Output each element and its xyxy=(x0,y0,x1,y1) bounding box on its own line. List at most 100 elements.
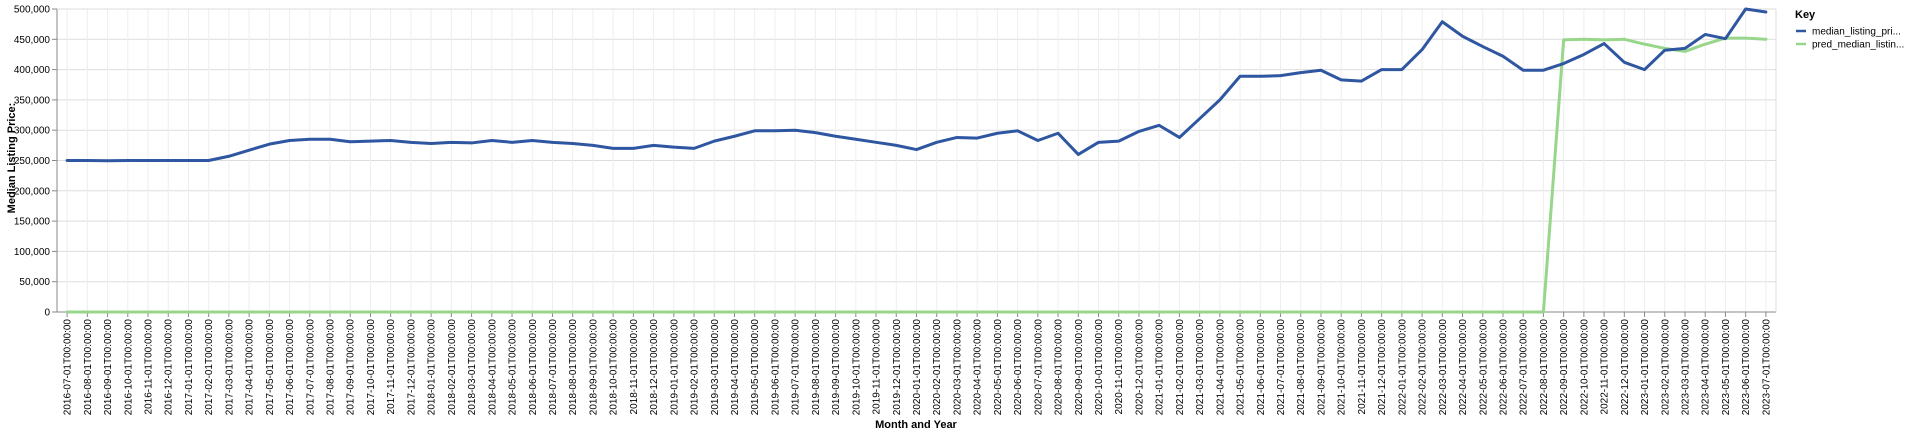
x-tick-label: 2022-07-01T00:00:00 xyxy=(1519,319,1530,416)
series-line-1 xyxy=(65,7,1768,163)
x-tick-label: 2017-02-01T00:00:00 xyxy=(204,319,215,416)
y-tick-label: 50,000 xyxy=(19,277,50,288)
x-tick-label: 2020-07-01T00:00:00 xyxy=(1033,319,1044,416)
x-tick-label: 2016-12-01T00:00:00 xyxy=(164,319,175,416)
x-tick-label: 2018-12-01T00:00:00 xyxy=(649,319,660,416)
x-tick-label: 2020-05-01T00:00:00 xyxy=(993,319,1004,416)
x-tick-label: 2019-10-01T00:00:00 xyxy=(851,319,862,416)
x-tick-label: 2019-01-01T00:00:00 xyxy=(669,319,680,416)
x-tick-label: 2020-10-01T00:00:00 xyxy=(1094,319,1105,416)
x-tick-label: 2017-08-01T00:00:00 xyxy=(326,319,337,416)
x-tick-label: 2016-10-01T00:00:00 xyxy=(123,319,134,416)
y-tick-label: 200,000 xyxy=(14,186,51,197)
x-tick-label: 2019-09-01T00:00:00 xyxy=(831,319,842,416)
x-tick-label: 2021-04-01T00:00:00 xyxy=(1215,319,1226,416)
x-tick-label: 2017-03-01T00:00:00 xyxy=(224,319,235,416)
series-line-2 xyxy=(65,36,1768,314)
x-tick-label: 2020-12-01T00:00:00 xyxy=(1134,319,1145,416)
x-tick-label: 2016-11-01T00:00:00 xyxy=(144,319,155,415)
x-tick-label: 2021-07-01T00:00:00 xyxy=(1276,319,1287,416)
x-tick-label: 2021-10-01T00:00:00 xyxy=(1337,319,1348,416)
x-tick-label: 2022-06-01T00:00:00 xyxy=(1498,319,1509,416)
x-tick-label: 2018-07-01T00:00:00 xyxy=(548,319,559,416)
x-tick-label: 2019-05-01T00:00:00 xyxy=(750,319,761,416)
y-tick-label: 250,000 xyxy=(14,156,51,167)
x-tick-label: 2018-02-01T00:00:00 xyxy=(447,319,458,416)
x-tick-label: 2020-08-01T00:00:00 xyxy=(1054,319,1065,416)
x-tick-label: 2021-02-01T00:00:00 xyxy=(1175,319,1186,416)
x-tick-label: 2017-05-01T00:00:00 xyxy=(265,319,276,416)
x-tick-label: 2021-08-01T00:00:00 xyxy=(1296,319,1307,416)
x-tick-label: 2022-03-01T00:00:00 xyxy=(1438,319,1449,416)
x-axis: 2016-07-01T00:00:00 2016-08-01T00:00:00 20… xyxy=(63,312,1772,416)
x-tick-label: 2017-12-01T00:00:00 xyxy=(406,319,417,416)
x-tick-label: 2021-05-01T00:00:00 xyxy=(1236,319,1247,416)
x-tick-label: 2017-06-01T00:00:00 xyxy=(285,319,296,416)
x-tick-label: 2018-05-01T00:00:00 xyxy=(508,319,519,416)
x-tick-label: 2017-07-01T00:00:00 xyxy=(305,319,316,416)
y-tick-label: 450,000 xyxy=(14,35,51,46)
x-tick-label: 2020-04-01T00:00:00 xyxy=(973,319,984,416)
x-tick-label: 2020-01-01T00:00:00 xyxy=(912,319,923,416)
y-tick-label: 500,000 xyxy=(14,5,51,16)
x-tick-label: 2023-03-01T00:00:00 xyxy=(1680,319,1691,416)
x-tick-label: 2020-02-01T00:00:00 xyxy=(932,319,943,416)
x-tick-label: 2018-06-01T00:00:00 xyxy=(528,319,539,416)
x-tick-label: 2022-10-01T00:00:00 xyxy=(1579,319,1590,416)
x-tick-label: 2017-09-01T00:00:00 xyxy=(346,319,357,416)
x-tick-label: 2023-06-01T00:00:00 xyxy=(1741,319,1752,416)
y-tick-label: 150,000 xyxy=(14,217,51,228)
x-tick-label: 2018-03-01T00:00:00 xyxy=(467,319,478,416)
y-tick-label: 350,000 xyxy=(14,95,51,106)
x-tick-label: 2020-03-01T00:00:00 xyxy=(952,319,963,416)
legend-label: pred_median_listin... xyxy=(1812,40,1904,51)
x-tick-label: 2018-01-01T00:00:00 xyxy=(427,319,438,416)
x-tick-label: 2018-09-01T00:00:00 xyxy=(588,319,599,416)
x-tick-label: 2019-02-01T00:00:00 xyxy=(690,319,701,416)
x-tick-label: 2020-06-01T00:00:00 xyxy=(1013,319,1024,416)
y-tick-label: 100,000 xyxy=(14,247,51,258)
x-tick-label: 2019-06-01T00:00:00 xyxy=(770,319,781,416)
x-tick-label: 2022-01-01T00:00:00 xyxy=(1397,319,1408,416)
x-tick-label: 2016-07-01T00:00:00 xyxy=(63,319,74,416)
legend: Key median_listing_pri... pred_median_lis… xyxy=(1795,9,1904,51)
x-tick-label: 2023-04-01T00:00:00 xyxy=(1701,319,1712,416)
x-tick-label: 2023-07-01T00:00:00 xyxy=(1761,319,1772,416)
x-tick-label: 2017-01-01T00:00:00 xyxy=(184,319,195,416)
x-tick-label: 2018-10-01T00:00:00 xyxy=(609,319,620,416)
x-tick-label: 2023-05-01T00:00:00 xyxy=(1721,319,1732,416)
x-tick-label: 2019-07-01T00:00:00 xyxy=(791,319,802,416)
x-tick-label: 2020-11-01T00:00:00 xyxy=(1114,319,1125,415)
x-tick-label: 2018-08-01T00:00:00 xyxy=(568,319,579,416)
x-tick-label: 2021-06-01T00:00:00 xyxy=(1256,319,1267,416)
x-tick-label: 2017-10-01T00:00:00 xyxy=(366,319,377,416)
x-tick-label: 2016-08-01T00:00:00 xyxy=(83,319,94,416)
x-tick-label: 2022-11-01T00:00:00 xyxy=(1600,319,1611,415)
x-tick-label: 2022-02-01T00:00:00 xyxy=(1418,319,1429,416)
x-tick-label: 2022-05-01T00:00:00 xyxy=(1478,319,1489,416)
x-tick-label: 2019-11-01T00:00:00 xyxy=(872,319,883,415)
x-tick-label: 2021-01-01T00:00:00 xyxy=(1155,319,1166,416)
x-tick-label: 2022-08-01T00:00:00 xyxy=(1539,319,1550,416)
x-tick-label: 2018-11-01T00:00:00 xyxy=(629,319,640,415)
x-tick-label: 2021-11-01T00:00:00 xyxy=(1357,319,1368,415)
x-tick-label: 2019-03-01T00:00:00 xyxy=(710,319,721,416)
y-axis: 0 50,000 100,000 150,000 200,000 250,000 300,0… xyxy=(14,5,57,319)
x-tick-label: 2022-12-01T00:00:00 xyxy=(1620,319,1631,416)
y-tick-label: 0 xyxy=(44,308,50,319)
y-axis-title: Median Listing Price: xyxy=(6,103,18,214)
series-lines xyxy=(65,7,1768,314)
x-tick-label: 2021-03-01T00:00:00 xyxy=(1195,319,1206,416)
x-tick-label: 2022-04-01T00:00:00 xyxy=(1458,319,1469,416)
x-tick-label: 2023-01-01T00:00:00 xyxy=(1640,319,1651,416)
x-tick-label: 2018-04-01T00:00:00 xyxy=(487,319,498,416)
gridlines xyxy=(57,8,1776,313)
x-tick-label: 2021-12-01T00:00:00 xyxy=(1377,319,1388,416)
x-tick-label: 2019-12-01T00:00:00 xyxy=(892,319,903,416)
x-tick-label: 2021-09-01T00:00:00 xyxy=(1316,319,1327,416)
x-tick-label: 2017-11-01T00:00:00 xyxy=(386,319,397,415)
x-tick-label: 2023-02-01T00:00:00 xyxy=(1660,319,1671,416)
x-tick-label: 2019-04-01T00:00:00 xyxy=(730,319,741,416)
x-tick-label: 2020-09-01T00:00:00 xyxy=(1074,319,1085,416)
